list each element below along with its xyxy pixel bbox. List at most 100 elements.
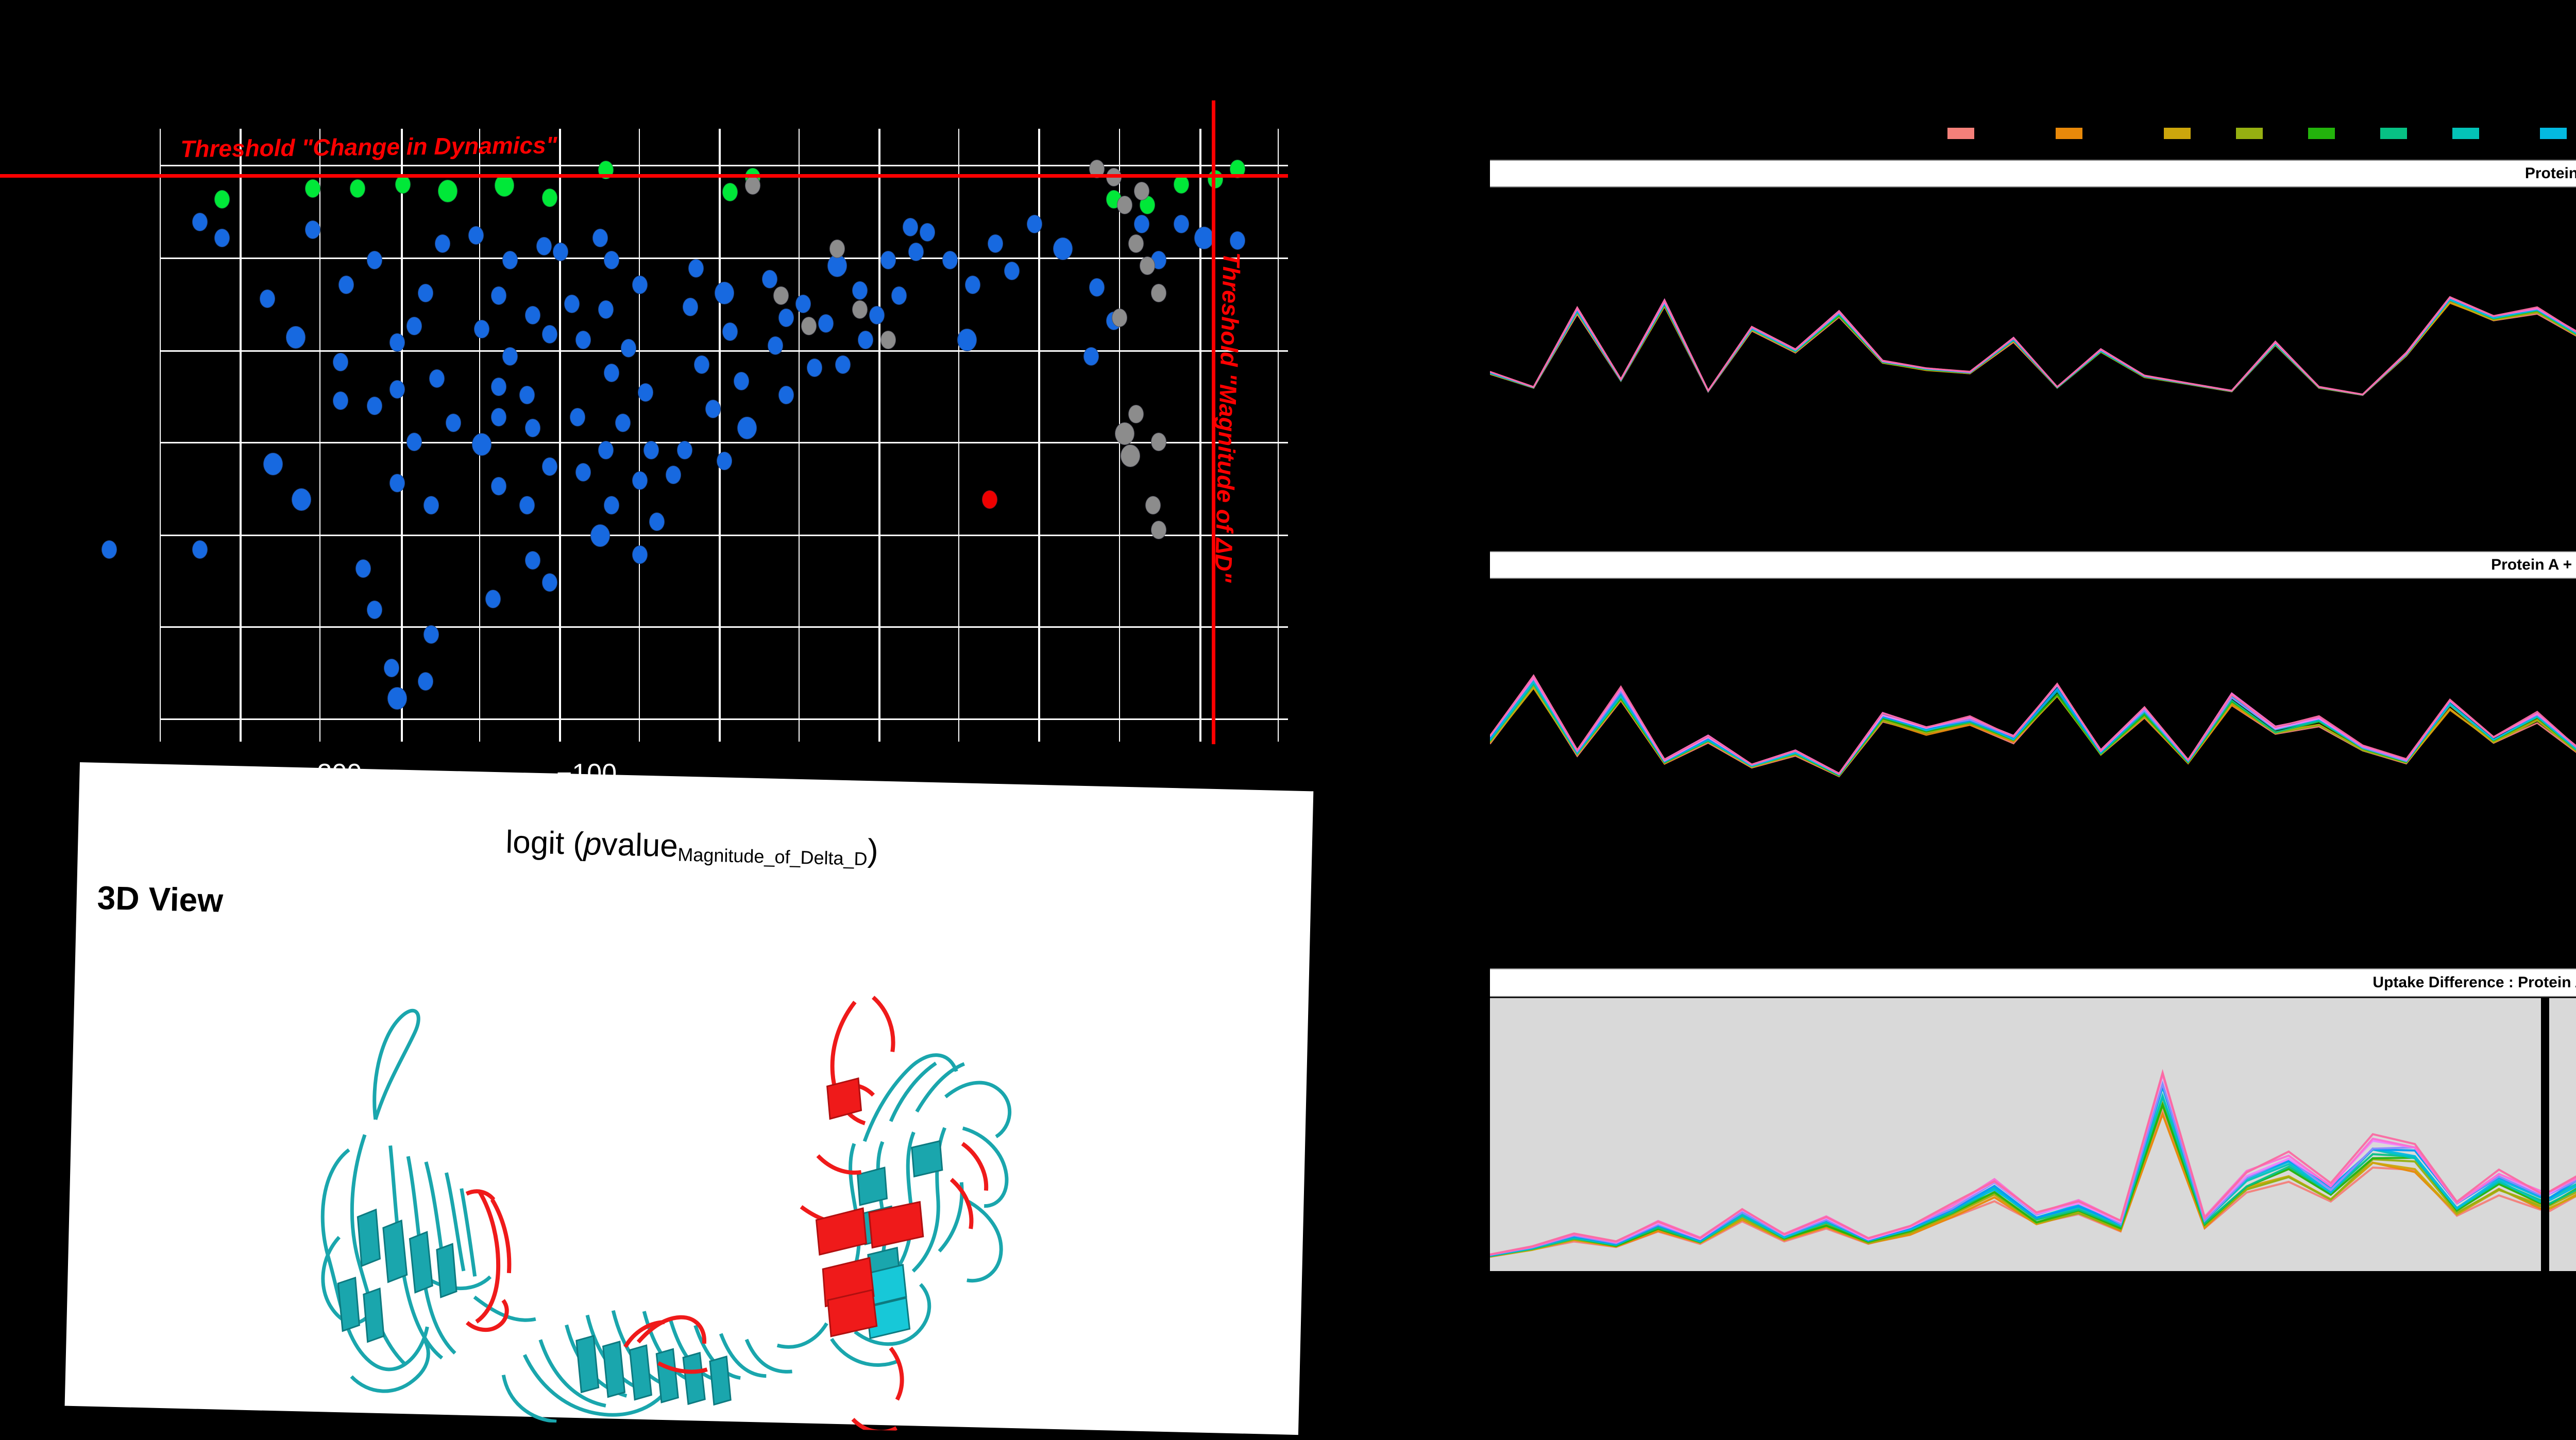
- scatter-point[interactable]: [643, 441, 659, 459]
- scatter-point[interactable]: [982, 490, 997, 509]
- legend-color-key[interactable]: [2380, 128, 2407, 139]
- scatter-point[interactable]: [260, 289, 275, 308]
- scatter-point[interactable]: [1174, 175, 1189, 194]
- scatter-point[interactable]: [852, 281, 868, 300]
- scatter-point[interactable]: [1089, 278, 1105, 297]
- scatter-point[interactable]: [1083, 347, 1099, 366]
- scatter-point[interactable]: [519, 496, 535, 515]
- scatter-point[interactable]: [1174, 215, 1189, 233]
- scatter-point[interactable]: [491, 477, 506, 495]
- scatter-point[interactable]: [677, 441, 692, 459]
- scatter-point[interactable]: [192, 540, 208, 559]
- scatter-point[interactable]: [438, 180, 457, 202]
- scatter-point[interactable]: [604, 364, 619, 382]
- uptake-legend[interactable]: [1947, 128, 2576, 148]
- scatter-point[interactable]: [525, 419, 540, 437]
- view-3d-card[interactable]: logit (pvalueMagnitude_of_Delta_D) 3D Vi…: [65, 762, 1314, 1435]
- scatter-point[interactable]: [485, 590, 501, 608]
- scatter-point[interactable]: [1194, 227, 1214, 249]
- scatter-point[interactable]: [795, 295, 811, 313]
- scatter-point[interactable]: [435, 234, 450, 253]
- scatter-point[interactable]: [988, 234, 1003, 253]
- scatter-point[interactable]: [1151, 433, 1166, 451]
- scatter-point[interactable]: [389, 474, 405, 492]
- scatter-point[interactable]: [604, 496, 619, 515]
- scatter-point[interactable]: [1151, 284, 1166, 302]
- scatter-point[interactable]: [1004, 262, 1020, 280]
- scatter-point[interactable]: [590, 524, 610, 547]
- scatter-point[interactable]: [666, 466, 681, 484]
- uptake-plot-protein-a-ligand[interactable]: [1490, 583, 2576, 799]
- scatter-point[interactable]: [502, 251, 518, 269]
- scatter-point[interactable]: [192, 213, 208, 231]
- scatter-point[interactable]: [1121, 444, 1140, 467]
- scatter-point[interactable]: [818, 314, 834, 333]
- scatter-point[interactable]: [688, 259, 704, 278]
- scatter-point[interactable]: [423, 496, 439, 515]
- scatter-point[interactable]: [891, 286, 907, 305]
- scatter-point[interactable]: [1128, 405, 1144, 423]
- scatter-point[interactable]: [1134, 215, 1149, 233]
- scatter-point[interactable]: [604, 251, 619, 269]
- scatter-point[interactable]: [705, 400, 721, 418]
- scatter-point[interactable]: [305, 179, 320, 198]
- legend-color-key[interactable]: [2540, 128, 2567, 139]
- scatter-point[interactable]: [367, 397, 382, 415]
- scatter-point[interactable]: [542, 457, 557, 476]
- scatter-point[interactable]: [762, 270, 777, 288]
- scatter-point[interactable]: [880, 331, 896, 349]
- scatter-point[interactable]: [880, 251, 896, 269]
- scatter-point[interactable]: [632, 471, 648, 490]
- scatter-point[interactable]: [491, 378, 506, 396]
- scatter-point[interactable]: [389, 333, 405, 352]
- uptake-difference-facet-2[interactable]: [2549, 998, 2576, 1271]
- scatter-point[interactable]: [869, 306, 885, 324]
- scatter-point[interactable]: [649, 512, 665, 531]
- scatter-point[interactable]: [263, 453, 283, 475]
- scatter-point[interactable]: [542, 188, 557, 207]
- legend-color-key[interactable]: [2164, 128, 2191, 139]
- scatter-point[interactable]: [570, 408, 585, 426]
- scatter-point[interactable]: [965, 276, 980, 294]
- scatter-point[interactable]: [835, 355, 851, 374]
- scatter-point[interactable]: [632, 545, 648, 564]
- scatter-point[interactable]: [418, 284, 433, 302]
- volcano-plot-area[interactable]: [160, 129, 1288, 742]
- scatter-point[interactable]: [429, 369, 445, 388]
- scatter-point[interactable]: [801, 317, 817, 335]
- scatter-point[interactable]: [1053, 237, 1073, 260]
- scatter-point[interactable]: [474, 320, 489, 338]
- scatter-point[interactable]: [214, 190, 230, 209]
- scatter-point[interactable]: [1112, 308, 1127, 327]
- scatter-point[interactable]: [778, 308, 794, 327]
- legend-color-key[interactable]: [2452, 128, 2479, 139]
- scatter-point[interactable]: [423, 625, 439, 644]
- scatter-point[interactable]: [778, 386, 794, 404]
- legend-color-key[interactable]: [2236, 128, 2263, 139]
- scatter-point[interactable]: [367, 251, 382, 269]
- scatter-point[interactable]: [542, 573, 557, 592]
- scatter-point[interactable]: [384, 659, 399, 677]
- scatter-point[interactable]: [519, 386, 535, 404]
- scatter-point[interactable]: [575, 463, 591, 482]
- scatter-point[interactable]: [418, 672, 433, 691]
- scatter-point[interactable]: [722, 183, 738, 201]
- scatter-point[interactable]: [101, 540, 117, 559]
- scatter-point[interactable]: [621, 339, 636, 357]
- scatter-point[interactable]: [1140, 256, 1155, 275]
- scatter-point[interactable]: [717, 452, 732, 470]
- scatter-point[interactable]: [472, 433, 492, 456]
- legend-color-key[interactable]: [2308, 128, 2335, 139]
- legend-color-key[interactable]: [1947, 128, 1974, 139]
- scatter-point[interactable]: [355, 559, 371, 578]
- scatter-point[interactable]: [1128, 234, 1144, 253]
- scatter-point[interactable]: [632, 276, 648, 294]
- scatter-point[interactable]: [829, 239, 845, 258]
- scatter-point[interactable]: [745, 176, 760, 195]
- scatter-point[interactable]: [1151, 521, 1166, 539]
- scatter-point[interactable]: [350, 179, 365, 198]
- scatter-point[interactable]: [1117, 196, 1132, 214]
- scatter-point[interactable]: [903, 218, 918, 236]
- scatter-point[interactable]: [768, 336, 783, 355]
- scatter-point[interactable]: [957, 329, 977, 351]
